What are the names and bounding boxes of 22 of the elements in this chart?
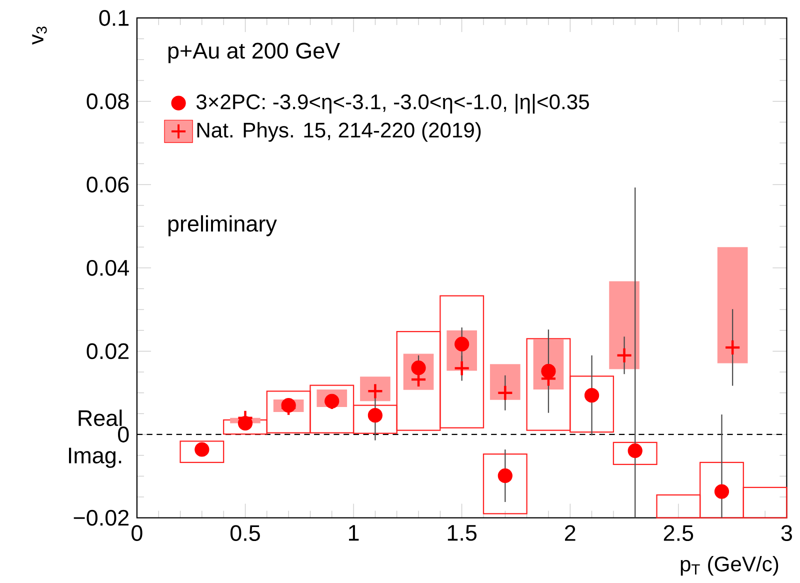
x-tick-label: 0.5	[230, 525, 260, 542]
text: Real	[78, 410, 122, 426]
x-tick-label: 2.5	[664, 525, 694, 542]
y-tick-label: 0.1	[99, 10, 129, 26]
y-tick-label: 0	[118, 426, 129, 443]
text: Imag.	[68, 448, 122, 468]
y-axis-title: v$_{3}$	[32, 26, 47, 45]
y-tick-label: 0.08	[86, 93, 129, 110]
x-tick-label: 2	[565, 525, 576, 541]
x-tick-label: 3	[781, 525, 792, 542]
x-axis-title: p$_{T}$ (GeV/c)	[680, 556, 778, 576]
x-tick-label: 1	[349, 525, 359, 541]
y-tick-label: 0.06	[86, 176, 129, 193]
legend-label: Nat. Phys. 15, 214-220 (2019)	[197, 122, 481, 142]
annotation: preliminary	[168, 215, 277, 236]
x-tick-label: 1.5	[448, 525, 477, 541]
y-tick-label: 0.02	[86, 343, 129, 360]
legend-label: 3×2PC: -3.9<η<-3.1, -3.0<η<-1.0, |η|<0.35	[196, 94, 589, 114]
annotation: p+Au at 200 GeV	[168, 42, 340, 64]
y-tick-label: 0.04	[86, 260, 129, 276]
x-tick-label: 0	[132, 525, 142, 542]
y-tick-label: −0.02	[74, 510, 129, 526]
